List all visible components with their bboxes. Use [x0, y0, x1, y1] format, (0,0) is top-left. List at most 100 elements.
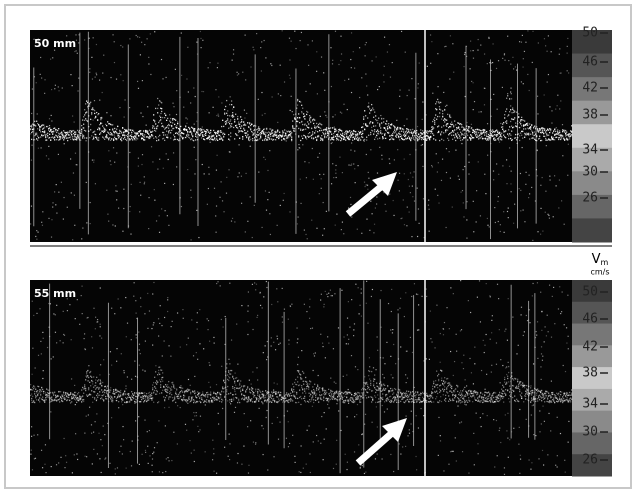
waveform-dot — [263, 132, 264, 133]
noise-dot — [331, 183, 332, 184]
waveform-dot — [353, 137, 354, 138]
waveform-dot — [373, 109, 374, 110]
waveform-dot — [195, 392, 196, 393]
noise-dot — [550, 430, 551, 431]
noise-dot — [99, 100, 100, 101]
noise-dot — [37, 113, 38, 114]
noise-dot — [31, 450, 32, 451]
waveform-dot — [73, 133, 74, 134]
waveform-dot — [490, 137, 491, 138]
waveform-dot — [391, 124, 392, 125]
noise-dot — [252, 237, 253, 238]
noise-dot — [537, 231, 538, 232]
noise-dot — [249, 380, 250, 381]
noise-dot — [563, 365, 564, 366]
noise-dot — [528, 197, 529, 198]
waveform-dot — [414, 135, 415, 136]
noise-dot — [297, 149, 298, 150]
noise-dot — [87, 380, 88, 381]
noise-dot — [217, 67, 218, 68]
noise-dot — [453, 72, 454, 73]
waveform-dot — [33, 388, 34, 389]
noise-dot — [432, 93, 433, 94]
waveform-dot — [382, 133, 383, 134]
waveform-dot — [143, 130, 144, 131]
noise-dot — [499, 427, 500, 428]
waveform-dot — [163, 126, 164, 127]
waveform-dot — [191, 138, 192, 139]
waveform-dot — [114, 128, 115, 129]
waveform-dot — [556, 137, 557, 138]
waveform-dot — [282, 134, 283, 135]
waveform-dot — [76, 402, 77, 403]
waveform-dot — [292, 120, 293, 121]
noise-dot — [269, 192, 270, 193]
noise-dot — [259, 293, 260, 294]
noise-dot — [371, 422, 372, 423]
noise-dot — [404, 173, 405, 174]
noise-dot — [342, 399, 343, 400]
waveform-dot — [226, 391, 227, 392]
waveform-dot — [124, 135, 125, 136]
noise-dot — [400, 453, 401, 454]
noise-dot — [532, 283, 533, 284]
noise-dot — [361, 77, 362, 78]
noise-dot — [328, 343, 329, 344]
noise-dot — [387, 408, 388, 409]
waveform-dot — [222, 400, 223, 401]
waveform-dot — [71, 134, 72, 135]
noise-dot — [452, 392, 453, 393]
noise-dot — [56, 184, 57, 185]
noise-dot — [194, 147, 195, 148]
waveform-dot — [54, 139, 55, 140]
waveform-dot — [431, 131, 432, 132]
noise-dot — [468, 173, 469, 174]
waveform-dot — [259, 129, 260, 130]
noise-dot — [129, 107, 130, 108]
noise-dot — [551, 381, 552, 382]
noise-dot — [556, 185, 557, 186]
noise-dot — [116, 348, 117, 349]
waveform-dot — [60, 396, 61, 397]
waveform-dot — [230, 119, 231, 120]
noise-dot — [163, 168, 164, 169]
waveform-dot — [229, 123, 230, 124]
noise-dot — [292, 435, 293, 436]
noise-dot — [557, 105, 558, 106]
waveform-dot — [369, 108, 370, 109]
noise-dot — [407, 378, 408, 379]
waveform-dot — [131, 395, 132, 396]
noise-dot — [346, 343, 347, 344]
waveform-dot — [251, 398, 252, 399]
noise-dot — [55, 204, 56, 205]
noise-dot — [549, 179, 550, 180]
noise-dot — [468, 472, 469, 473]
waveform-dot — [216, 138, 217, 139]
noise-dot — [541, 346, 542, 347]
noise-dot — [421, 145, 422, 146]
noise-dot — [100, 439, 101, 440]
noise-dot — [56, 212, 57, 213]
noise-dot — [568, 72, 569, 73]
noise-dot — [366, 219, 367, 220]
noise-dot — [430, 338, 431, 339]
noise-dot — [72, 472, 73, 473]
noise-dot — [540, 208, 541, 209]
waveform-dot — [70, 392, 71, 393]
noise-dot — [544, 326, 545, 327]
waveform-dot — [565, 130, 566, 131]
noise-dot — [323, 306, 324, 307]
waveform-dot — [469, 131, 470, 132]
waveform-dot — [366, 139, 367, 140]
noise-dot — [136, 313, 137, 314]
noise-dot — [390, 454, 391, 455]
waveform-dot — [86, 137, 87, 138]
noise-dot — [321, 188, 322, 189]
noise-dot — [523, 58, 524, 59]
waveform-dot — [277, 130, 278, 131]
waveform-dot — [233, 397, 234, 398]
noise-dot — [207, 329, 208, 330]
noise-dot — [522, 147, 523, 148]
noise-dot — [209, 362, 210, 363]
waveform-dot — [262, 130, 263, 131]
